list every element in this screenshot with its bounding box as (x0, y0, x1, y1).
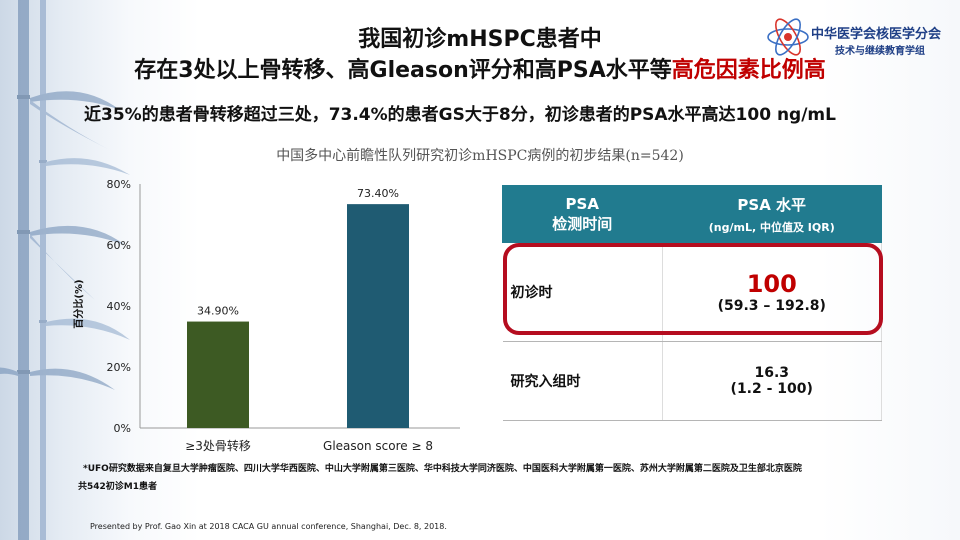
table-row: 初诊时 100 (59.3 – 192.8) (502, 242, 882, 342)
psa-range-diagnosis: (59.3 – 192.8) (717, 298, 826, 314)
title-highlight: 高危因素比例高 (671, 58, 826, 83)
header-measurement-time: PSA 检测时间 (502, 185, 663, 243)
y-axis-label: 百分比(%) (72, 279, 85, 328)
title-line2-text: 存在3处以上骨转移、高Gleason评分和高PSA水平等 (134, 58, 672, 83)
psa-value-enrollment: 16.3 (754, 365, 790, 381)
y-tick-label: 80% (107, 178, 131, 191)
x-tick-label: ≥3处骨转移 (185, 438, 251, 453)
psa-range-enrollment: (1.2 - 100) (730, 381, 813, 397)
footnote-sources: *UFO研究数据来自复旦大学肿瘤医院、四川大学华西医院、中山大学附属第三医院、华… (83, 464, 802, 474)
bamboo-decoration (0, 0, 130, 540)
cohort-note: 中国多中心前瞻性队列研究初诊mHSPC病例的初步结果(n=542) (276, 148, 684, 164)
header-col1-line2: 检测时间 (552, 214, 613, 233)
presentation-credit: Presented by Prof. Gao Xin at 2018 CACA … (90, 522, 447, 531)
table-row: 研究入组时 16.3 (1.2 - 100) (502, 341, 882, 421)
highlight-box (503, 243, 883, 335)
psa-table: PSA 检测时间 PSA 水平 (ng/mL, 中位值及 IQR) 初诊时 10… (502, 185, 882, 421)
bar (187, 321, 249, 428)
row-label: 初诊时 (502, 242, 663, 342)
organization-subgroup: 技术与继续教育学组 (835, 46, 925, 57)
y-tick-label: 20% (107, 361, 131, 374)
y-tick-label: 40% (107, 300, 131, 313)
slide-subtitle: 近35%的患者骨转移超过三处，73.4%的患者GS大于8分，初诊患者的PSA水平… (84, 105, 836, 125)
y-tick-label: 0% (114, 422, 131, 435)
bar (347, 204, 409, 428)
row-label: 研究入组时 (502, 341, 663, 421)
header-col2-line1: PSA 水平 (737, 195, 807, 214)
atom-icon (767, 18, 809, 56)
header-col1-line1: PSA (565, 194, 599, 213)
data-label: 34.90% (197, 305, 239, 318)
x-tick-label: Gleason score ≥ 8 (323, 439, 433, 453)
y-tick-label: 60% (107, 239, 131, 252)
bar-chart: 百分比(%) 0% 20% 40% 60% 80% 34.90% ≥3处骨转移 73.40% G… (72, 178, 460, 453)
organization-logo: 中华医学会核医学分会 技术与继续教育学组 (765, 14, 955, 64)
psa-value-diagnosis: 100 (746, 270, 797, 298)
footnote-sample: 共542初诊M1患者 (78, 482, 158, 492)
header-col2-line2: (ng/mL, 中位值及 IQR) (708, 220, 835, 234)
slide-title-line2: 存在3处以上骨转移、高Gleason评分和高PSA水平等高危因素比例高 (0, 52, 960, 84)
organization-name: 中华医学会核医学分会 (811, 27, 942, 42)
row-value-cell: 100 (59.3 – 192.8) (662, 242, 882, 342)
data-label: 73.40% (357, 187, 399, 200)
header-psa-level: PSA 水平 (ng/mL, 中位值及 IQR) (661, 185, 882, 243)
row-value-cell: 16.3 (1.2 - 100) (662, 341, 882, 421)
psa-table-header: PSA 检测时间 PSA 水平 (ng/mL, 中位值及 IQR) (502, 185, 882, 243)
slide-title-line1: 我国初诊mHSPC患者中 (358, 27, 602, 52)
